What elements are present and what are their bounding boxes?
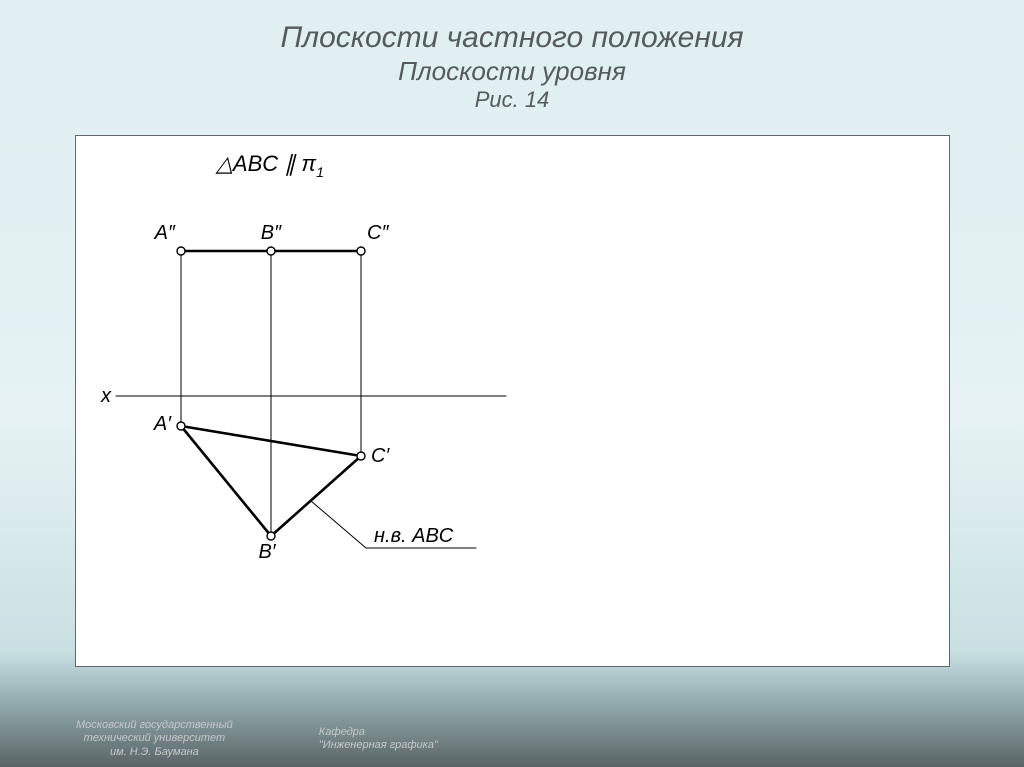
- svg-text:C′: C′: [371, 445, 390, 467]
- diagram-frame: △ABC ∥ π1 x н.в. ABC A″ B″ C″ A′ B′ C′: [75, 135, 950, 667]
- diagram: △ABC ∥ π1 x н.в. ABC A″ B″ C″ A′ B′ C′: [76, 136, 951, 666]
- slide: Плоскости частного положения Плоскости у…: [0, 0, 1024, 767]
- slide-title: Плоскости частного положения Плоскости у…: [0, 20, 1024, 114]
- svg-text:н.в. ABC: н.в. ABC: [374, 525, 454, 547]
- title-line1: Плоскости частного положения: [0, 20, 1024, 56]
- footer: Московский государственный технический у…: [0, 711, 1024, 767]
- svg-text:A′: A′: [153, 413, 172, 435]
- title-line3: Рис. 14: [0, 87, 1024, 113]
- svg-text:B″: B″: [261, 222, 282, 244]
- dept-emblem-icon: [273, 721, 309, 757]
- svg-text:△ABC ∥ π1: △ABC ∥ π1: [215, 151, 324, 180]
- svg-text:B′: B′: [258, 541, 276, 563]
- svg-text:A″: A″: [154, 222, 176, 244]
- svg-text:x: x: [100, 385, 112, 407]
- footer-org2: Кафедра "Инженерная графика": [273, 721, 438, 757]
- svg-text:C″: C″: [367, 222, 389, 244]
- title-line2: Плоскости уровня: [0, 56, 1024, 87]
